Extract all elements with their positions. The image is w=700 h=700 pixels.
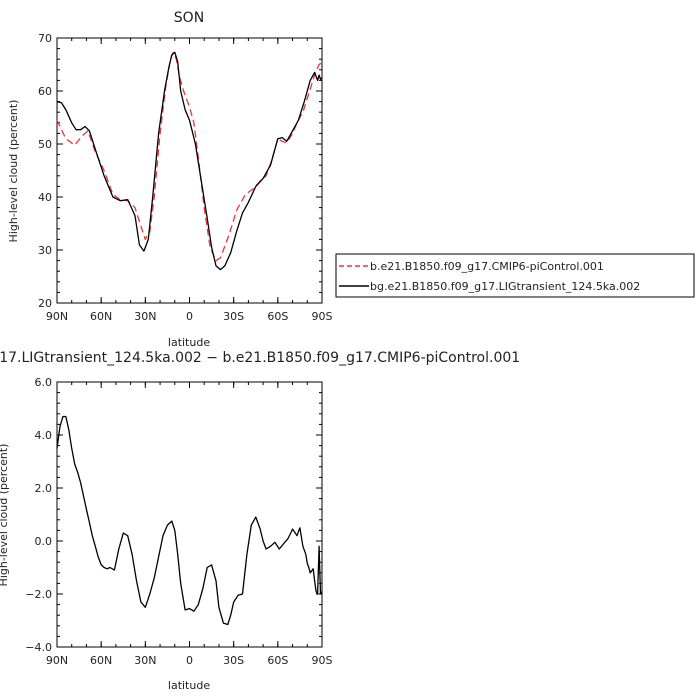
- legend-label-ligtransient: bg.e21.B1850.f09_g17.LIGtransient_124.5k…: [370, 280, 640, 293]
- top-plot-frame: [56, 37, 323, 304]
- top-chart-xlabel: latitude: [168, 336, 210, 349]
- bottom-x-tick-label: 60S: [267, 654, 288, 667]
- bottom-x-tick-label: 90S: [312, 654, 333, 667]
- top-series-line-1: [56, 51, 323, 271]
- top-x-tick-label: 30N: [134, 310, 156, 323]
- bottom-plot-frame: [56, 381, 323, 648]
- bottom-chart-ylabel: High-level cloud (percent): [0, 444, 10, 587]
- top-series-line-0: [56, 51, 323, 262]
- top-y-tick-label: 60: [38, 85, 52, 98]
- top-x-tick-label: 60S: [267, 310, 288, 323]
- bottom-x-tick-label: 30S: [223, 654, 244, 667]
- bottom-chart-xlabel: latitude: [168, 679, 210, 692]
- top-y-tick-label: 50: [38, 138, 52, 151]
- bottom-y-tick-label: 4.0: [35, 429, 53, 442]
- bottom-y-tick-label: 0.0: [35, 535, 53, 548]
- bottom-y-tick-label: −4.0: [25, 641, 52, 654]
- bottom-x-tick-label: 60N: [90, 654, 112, 667]
- top-y-tick-label: 40: [38, 191, 52, 204]
- bottom-panel: bg.e21.B1850.f09_g17.LIGtransient_124.5k…: [0, 350, 520, 692]
- top-y-tick-label: 30: [38, 244, 52, 257]
- top-chart-ylabel: High-level cloud (percent): [7, 100, 20, 243]
- top-x-tick-label: 0: [186, 310, 193, 323]
- bottom-y-tick-label: 6.0: [35, 376, 53, 389]
- legend-label-picontrol: b.e21.B1850.f09_g17.CMIP6-piControl.001: [370, 260, 604, 273]
- top-x-tick-label: 90S: [312, 310, 333, 323]
- bottom-chart-title: bg.e21.B1850.f09_g17.LIGtransient_124.5k…: [0, 350, 520, 366]
- top-x-tick-label: 30S: [223, 310, 244, 323]
- bottom-x-tick-label: 90N: [46, 654, 68, 667]
- top-x-tick-label: 90N: [46, 310, 68, 323]
- top-y-tick-label: 20: [38, 297, 52, 310]
- top-chart-title: SON: [174, 10, 204, 26]
- legend-box: [335, 253, 695, 298]
- bottom-x-tick-label: 30N: [134, 654, 156, 667]
- top-panel: SON latitude High-level cloud (percent) …: [7, 10, 333, 349]
- top-x-tick-label: 60N: [90, 310, 112, 323]
- bottom-series-line-0: [56, 415, 323, 626]
- bottom-x-tick-label: 0: [186, 654, 193, 667]
- legend: b.e21.B1850.f09_g17.CMIP6-piControl.001 …: [335, 253, 695, 298]
- top-y-tick-label: 70: [38, 32, 52, 45]
- bottom-y-tick-label: 2.0: [35, 482, 53, 495]
- bottom-y-tick-label: −2.0: [25, 588, 52, 601]
